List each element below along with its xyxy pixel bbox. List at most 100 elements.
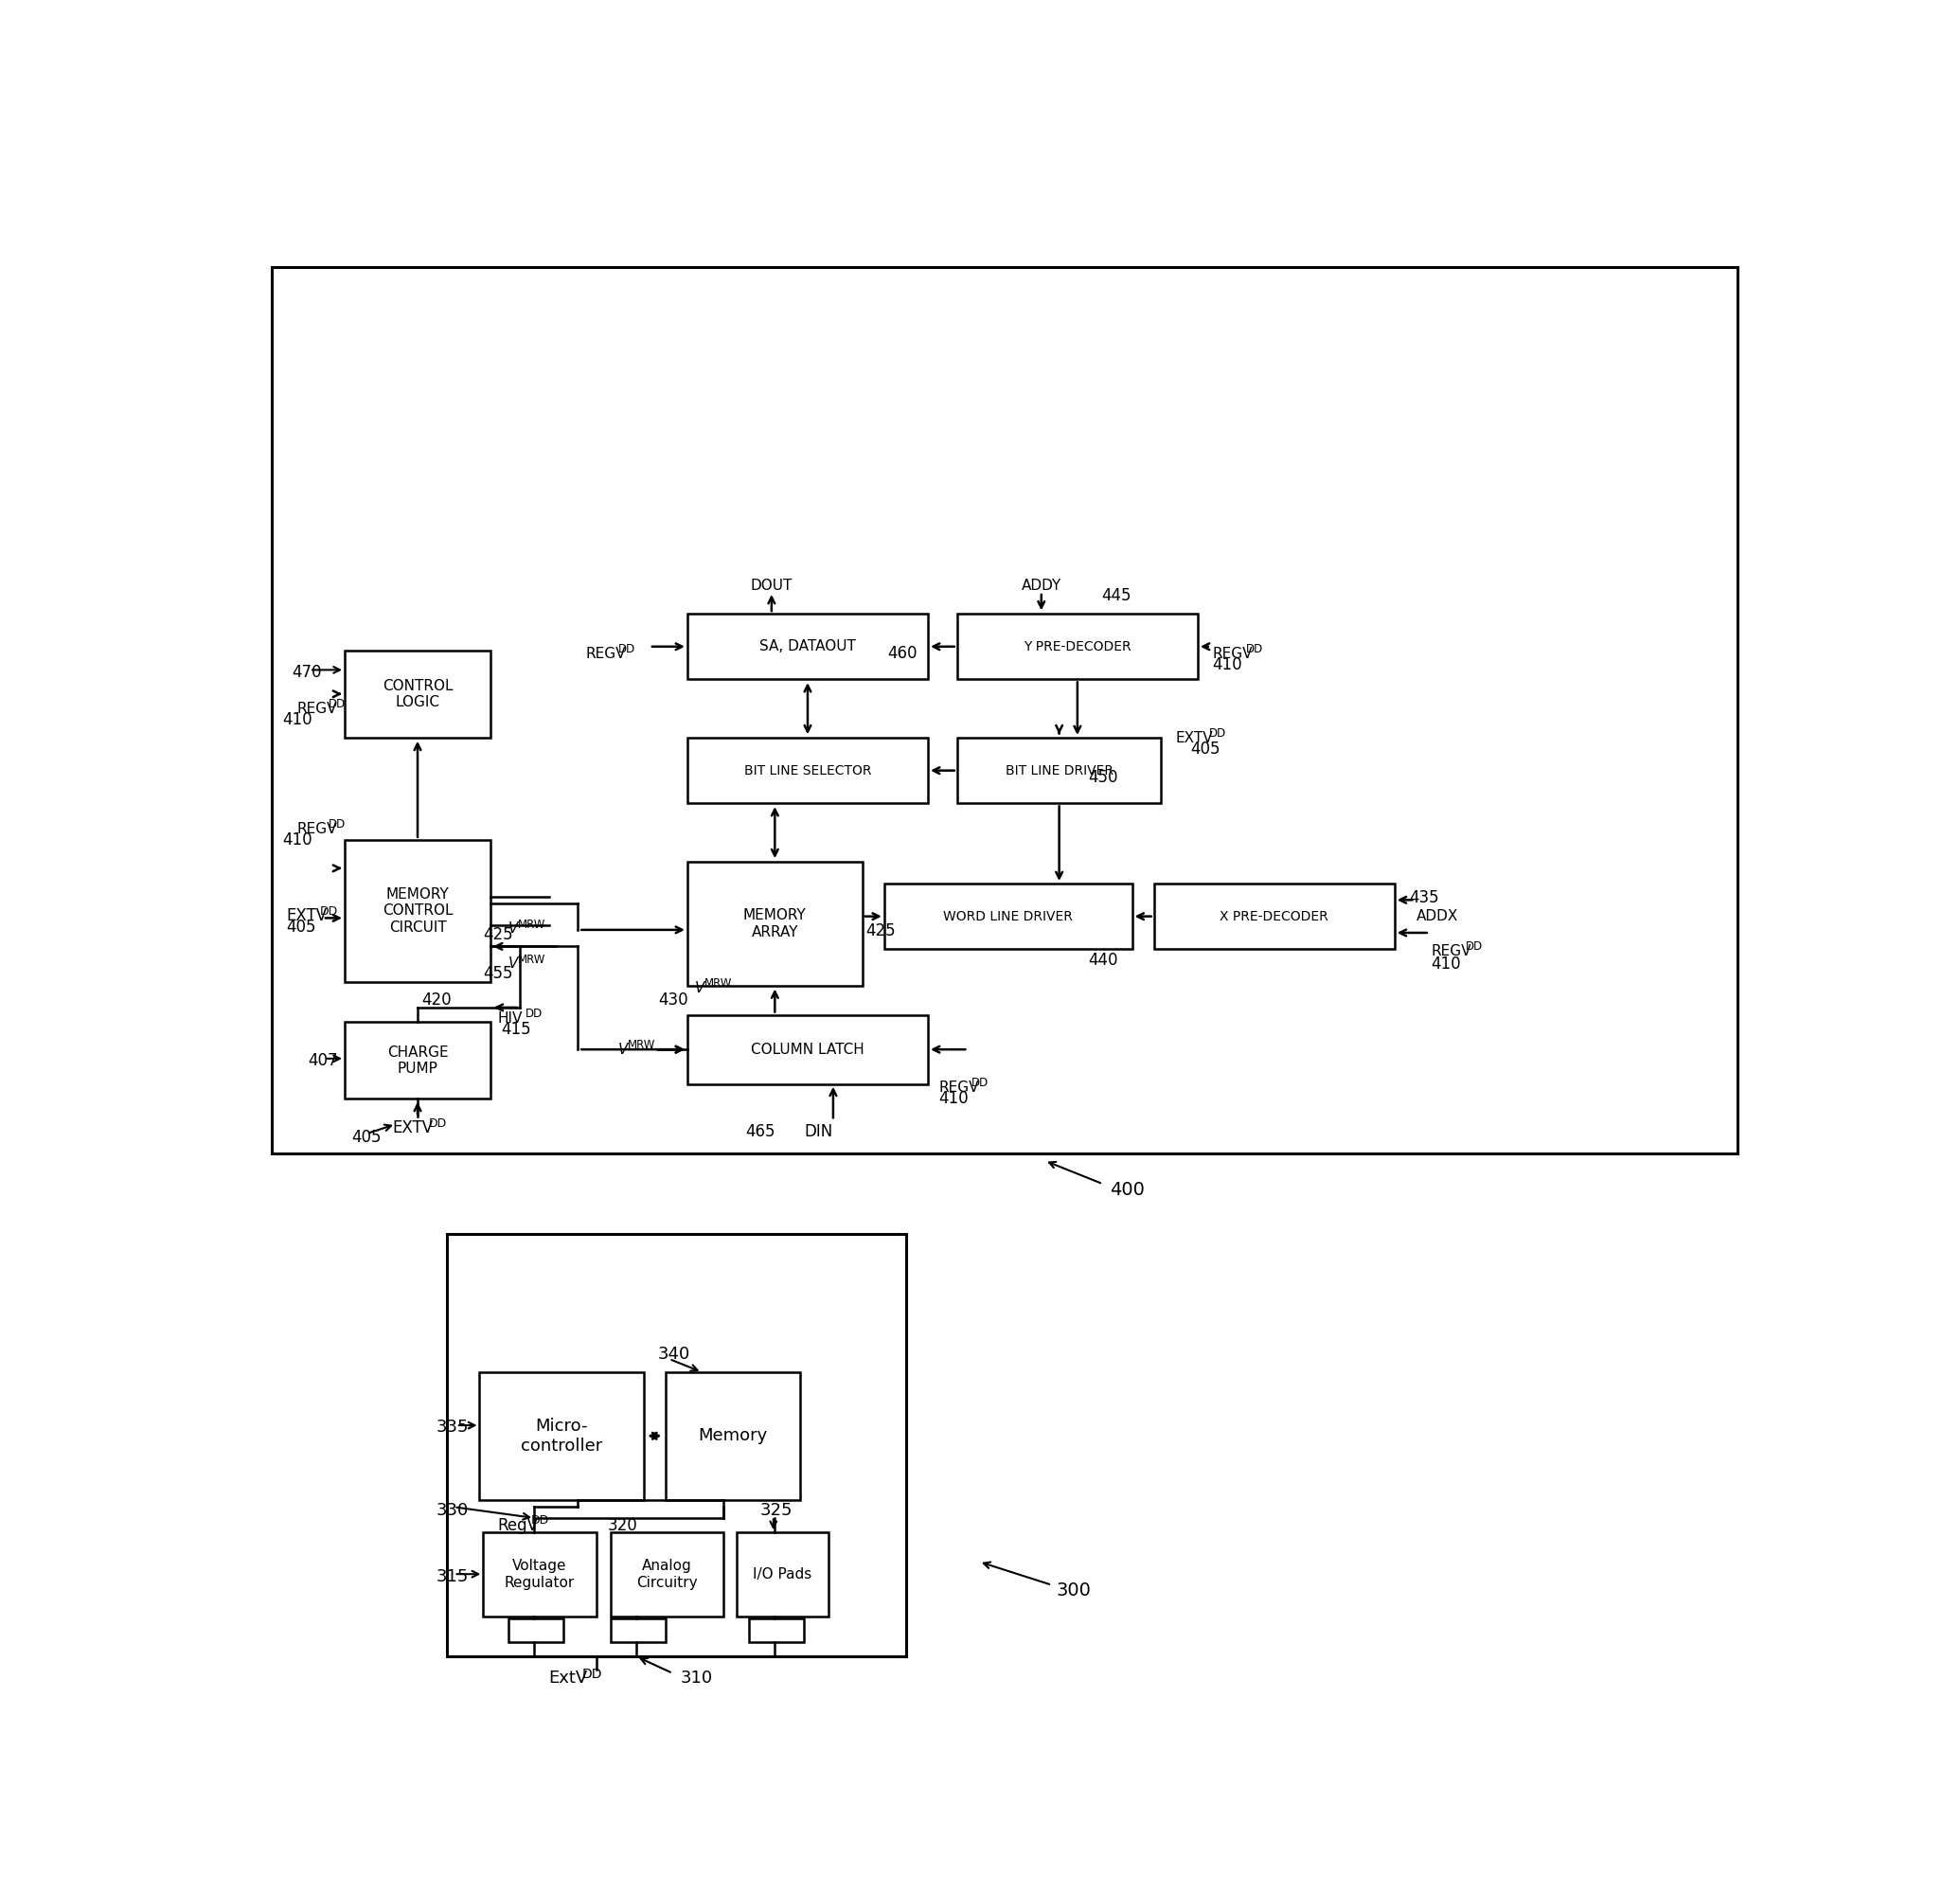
Text: DOUT: DOUT — [751, 580, 792, 593]
Text: MRW: MRW — [517, 919, 547, 930]
Text: DD: DD — [617, 644, 635, 655]
Text: COLUMN LATCH: COLUMN LATCH — [751, 1042, 864, 1057]
Text: 300: 300 — [1056, 1581, 1092, 1600]
Text: DD: DD — [972, 1078, 990, 1089]
Text: 410: 410 — [1213, 657, 1243, 674]
Text: 470: 470 — [292, 663, 321, 680]
Bar — [688, 1015, 927, 1083]
Text: MRW: MRW — [517, 953, 547, 966]
Bar — [1154, 883, 1396, 949]
Text: 410: 410 — [282, 710, 314, 727]
Bar — [688, 862, 862, 985]
Text: DD: DD — [531, 1515, 549, 1527]
Text: 430: 430 — [659, 992, 688, 1010]
Text: EXTV: EXTV — [286, 907, 327, 924]
Text: WORD LINE DRIVER: WORD LINE DRIVER — [943, 909, 1072, 922]
Text: 410: 410 — [1431, 955, 1460, 972]
Text: 425: 425 — [866, 922, 896, 939]
Text: 410: 410 — [939, 1091, 968, 1108]
Text: HIV: HIV — [498, 1011, 523, 1025]
Text: ExtV: ExtV — [549, 1671, 588, 1688]
Text: REGV: REGV — [586, 646, 625, 661]
Bar — [688, 737, 927, 803]
Text: DD: DD — [329, 818, 345, 831]
Text: 340: 340 — [659, 1345, 690, 1362]
Text: 335: 335 — [435, 1419, 468, 1436]
Bar — [956, 737, 1160, 803]
Bar — [737, 1532, 827, 1616]
Text: 460: 460 — [888, 646, 917, 663]
Text: SA, DATAOUT: SA, DATAOUT — [759, 640, 857, 653]
Text: MEMORY
ARRAY: MEMORY ARRAY — [743, 909, 806, 939]
Text: Y PRE-DECODER: Y PRE-DECODER — [1023, 640, 1131, 653]
Text: MRW: MRW — [704, 977, 731, 989]
Text: DD: DD — [319, 905, 339, 917]
Text: 425: 425 — [484, 926, 514, 943]
Text: 405: 405 — [1190, 741, 1221, 758]
Text: V: V — [510, 922, 519, 936]
Text: 320: 320 — [608, 1517, 637, 1534]
Text: REGV: REGV — [298, 822, 337, 835]
Text: 330: 330 — [435, 1502, 468, 1519]
Text: Analog
Circuitry: Analog Circuitry — [637, 1559, 698, 1589]
Bar — [884, 883, 1133, 949]
Text: 435: 435 — [1409, 890, 1439, 907]
Bar — [612, 1532, 723, 1616]
Text: Micro-
controller: Micro- controller — [521, 1417, 602, 1455]
Text: 400: 400 — [1109, 1180, 1145, 1199]
Text: EXTV: EXTV — [392, 1119, 433, 1136]
Text: BIT LINE DRIVER: BIT LINE DRIVER — [1005, 763, 1113, 777]
Text: Voltage
Regulator: Voltage Regulator — [504, 1559, 574, 1589]
Text: DD: DD — [1247, 644, 1262, 655]
Text: 465: 465 — [745, 1123, 776, 1140]
Bar — [510, 1619, 563, 1642]
Text: DD: DD — [1209, 727, 1227, 739]
Text: 315: 315 — [435, 1568, 468, 1585]
Text: RegV: RegV — [498, 1517, 539, 1534]
Text: REGV: REGV — [939, 1081, 980, 1095]
Text: EXTV: EXTV — [1176, 731, 1213, 744]
Bar — [688, 614, 927, 680]
Text: CHARGE
PUMP: CHARGE PUMP — [386, 1045, 449, 1076]
Text: 410: 410 — [282, 831, 314, 849]
Text: REGV: REGV — [1431, 945, 1472, 958]
Text: BIT LINE SELECTOR: BIT LINE SELECTOR — [745, 763, 872, 777]
Text: DD: DD — [429, 1117, 447, 1129]
Text: MEMORY
CONTROL
CIRCUIT: MEMORY CONTROL CIRCUIT — [382, 886, 453, 934]
Bar — [272, 267, 1737, 1153]
Text: DD: DD — [582, 1667, 602, 1680]
Bar — [345, 839, 490, 981]
Text: 420: 420 — [421, 992, 451, 1010]
Bar — [345, 1023, 490, 1099]
Bar — [480, 1371, 643, 1500]
Text: MRW: MRW — [627, 1040, 655, 1051]
Text: ADDX: ADDX — [1417, 909, 1458, 924]
Bar — [956, 614, 1198, 680]
Text: REGV: REGV — [1213, 646, 1252, 661]
Text: 325: 325 — [760, 1502, 794, 1519]
Bar — [749, 1619, 804, 1642]
Text: 445: 445 — [1102, 587, 1131, 604]
Text: Memory: Memory — [698, 1428, 768, 1445]
Text: 440: 440 — [1088, 951, 1117, 968]
Text: V: V — [617, 1044, 627, 1057]
Text: X PRE-DECODER: X PRE-DECODER — [1219, 909, 1329, 922]
Text: 405: 405 — [286, 919, 316, 936]
Bar — [666, 1371, 800, 1500]
Text: 310: 310 — [680, 1671, 711, 1688]
Text: REGV: REGV — [298, 701, 337, 716]
Text: ADDY: ADDY — [1021, 580, 1060, 593]
Text: 407: 407 — [308, 1053, 337, 1070]
Text: 405: 405 — [353, 1129, 382, 1146]
Text: V: V — [510, 956, 519, 972]
Bar — [484, 1532, 596, 1616]
Text: V: V — [694, 981, 704, 994]
Text: 455: 455 — [484, 964, 514, 981]
Text: 415: 415 — [502, 1021, 531, 1038]
Text: DIN: DIN — [804, 1123, 833, 1140]
Text: DD: DD — [1466, 941, 1482, 953]
Text: I/O Pads: I/O Pads — [753, 1568, 811, 1581]
Bar — [447, 1233, 906, 1657]
Text: CONTROL
LOGIC: CONTROL LOGIC — [382, 678, 453, 708]
Bar — [345, 650, 490, 737]
